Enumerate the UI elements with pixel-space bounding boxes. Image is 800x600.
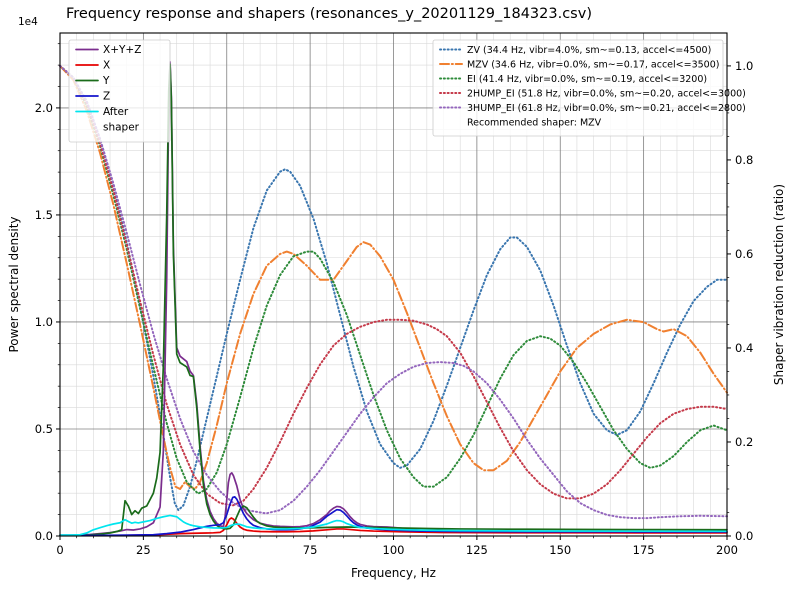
xtick-label: 100 bbox=[383, 543, 405, 557]
psd-legend-label: shaper bbox=[103, 122, 140, 134]
y-axis-title-left: Power spectral density bbox=[7, 216, 21, 352]
xtick-label: 125 bbox=[466, 543, 488, 557]
psd-legend: X+Y+Z XYZ After shaper bbox=[68, 39, 171, 143]
shaper-legend-label-3hump_ei: 3HUMP_EI (61.8 Hz, vibr=0.0%, sm~=0.21, … bbox=[467, 103, 746, 114]
chart-title: Frequency response and shapers (resonanc… bbox=[66, 6, 592, 22]
psd-curve-y bbox=[59, 63, 728, 537]
shaper-legend: ZV (34.4 Hz, vibr=4.0%, sm~=0.13, accel<… bbox=[432, 39, 746, 137]
ytick-label-left: 1.0 bbox=[35, 315, 53, 329]
xtick-label: 0 bbox=[56, 543, 63, 557]
ytick-label-left: 0.0 bbox=[35, 529, 53, 543]
shaper-curve-2hump_ei bbox=[59, 64, 728, 507]
shaper-curve-3hump_ei bbox=[59, 64, 728, 520]
ytick-label-right: 0.2 bbox=[735, 435, 753, 449]
shaper-legend-label-mzv: MZV (34.6 Hz, vibr=0.0%, sm~=0.17, accel… bbox=[467, 60, 719, 71]
ytick-label-left: 1.5 bbox=[35, 208, 53, 222]
psd-legend-label: X+Y+Z bbox=[103, 44, 141, 56]
xtick-label: 200 bbox=[716, 543, 738, 557]
psd-legend-label: Z bbox=[103, 91, 110, 103]
shaper-curve-zv bbox=[59, 64, 728, 512]
shaper-curve-mzv bbox=[59, 64, 728, 490]
ytick-label-left: 2.0 bbox=[35, 101, 53, 115]
psd-legend-label: X bbox=[103, 60, 110, 72]
xtick-label: 75 bbox=[303, 543, 318, 557]
ytick-label-right: 0.4 bbox=[735, 341, 753, 355]
ytick-label-left: 0.5 bbox=[35, 422, 53, 436]
psd-legend-label: After bbox=[103, 106, 129, 118]
y-axis-offset-label: 1e4 bbox=[18, 16, 38, 28]
ytick-label-right: 1.0 bbox=[735, 59, 753, 73]
psd-curve-aftershaper bbox=[59, 514, 728, 536]
axis-labels: Frequency response and shapers (resonanc… bbox=[7, 6, 786, 580]
shaper-legend-label-ei: EI (41.4 Hz, vibr=0.0%, sm~=0.19, accel<… bbox=[467, 74, 707, 85]
xtick-label: 50 bbox=[219, 543, 234, 557]
shaper-curve-ei bbox=[59, 64, 728, 495]
psd-curves bbox=[59, 61, 728, 537]
ytick-label-right: 0.6 bbox=[735, 247, 753, 261]
psd-legend-label: Y bbox=[102, 75, 110, 87]
xtick-label: 150 bbox=[549, 543, 571, 557]
ytick-label-right: 0.8 bbox=[735, 153, 753, 167]
xtick-label: 175 bbox=[633, 543, 655, 557]
axis-ticks: 0 25 50 75 100 125 150 175 2000.00.51.01.52.00.0… bbox=[35, 43, 753, 557]
shaper-legend-label-zv: ZV (34.4 Hz, vibr=4.0%, sm~=0.13, accel<… bbox=[467, 45, 711, 56]
shaper-curves bbox=[59, 64, 728, 520]
recommended-shaper-label: Recommended shaper: MZV bbox=[467, 118, 602, 129]
xtick-label: 25 bbox=[136, 543, 151, 557]
y-axis-title-right: Shaper vibration reduction (ratio) bbox=[772, 184, 786, 385]
ytick-label-right: 0.0 bbox=[735, 529, 753, 543]
shaper-legend-label-2hump_ei: 2HUMP_EI (51.8 Hz, vibr=0.0%, sm~=0.20, … bbox=[467, 89, 746, 100]
x-axis-title: Frequency, Hz bbox=[351, 566, 436, 580]
psd-curve-x bbox=[59, 517, 728, 537]
shaper-legend-box bbox=[432, 39, 724, 137]
